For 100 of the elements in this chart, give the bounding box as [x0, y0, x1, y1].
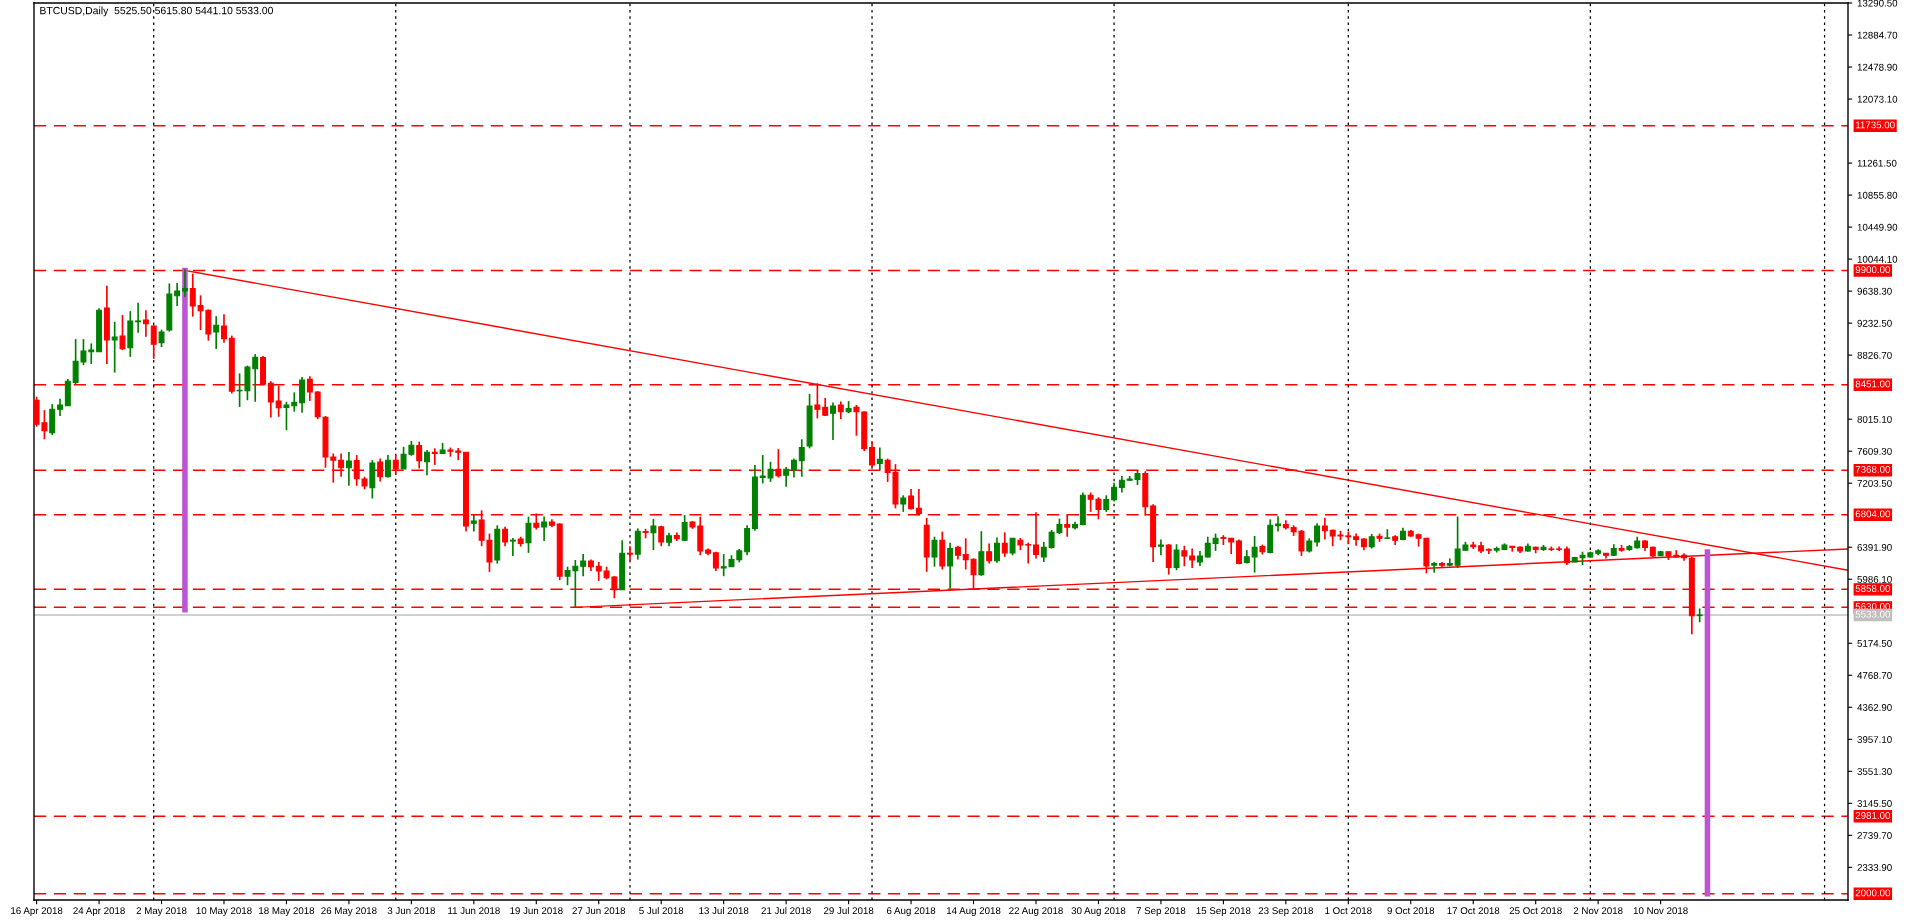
x-tick-label: 22 Aug 2018: [1009, 907, 1063, 917]
x-tick-label: 27 Jun 2018: [572, 907, 626, 915]
candlestick: [634, 527, 641, 561]
x-tick-label: 14 Aug 2018: [946, 907, 1001, 917]
x-tick-label: 7 Sep 2018: [1136, 907, 1186, 917]
x-tick-label: 10 May 2018: [196, 907, 252, 917]
ref-line-label: 6804.00: [1855, 510, 1891, 518]
y-tick-label: 9232.50: [1857, 319, 1892, 327]
y-tick-label: 7609.30: [1857, 447, 1892, 455]
candlestick: [627, 545, 633, 562]
y-tick-label: 12478.90: [1857, 63, 1898, 71]
candlestick: [1251, 535, 1258, 574]
x-tick-label: 13 Jul 2018: [699, 906, 749, 915]
y-tick-label: 5174.50: [1857, 639, 1892, 647]
candlestick: [783, 466, 790, 488]
candlestick: [541, 515, 548, 542]
x-tick-label: 2 Nov 2018: [1573, 907, 1623, 915]
y-tick-label: 10855.80: [1857, 191, 1898, 199]
ref-line-label: 2981.00: [1855, 812, 1891, 819]
candlestick: [213, 315, 220, 350]
candlestick: [580, 553, 587, 577]
candlestick: [650, 518, 657, 551]
y-tick-label: 4362.90: [1857, 704, 1892, 711]
ref-line-label: 11735.00: [1856, 121, 1895, 129]
x-tick-label: 3 Jun 2018: [387, 907, 436, 915]
candlestick: [509, 537, 516, 557]
x-tick-label: 16 Apr 2018: [11, 907, 63, 917]
y-tick-label: 3145.50: [1857, 800, 1892, 807]
candlestick: [1157, 538, 1164, 557]
candlestick: [1025, 541, 1032, 565]
candlestick: [111, 320, 118, 374]
candlestick: [49, 403, 56, 436]
candlestick: [424, 449, 430, 477]
candlestick: [345, 451, 352, 487]
candlestick: [252, 353, 259, 403]
ref-line-label: 8451.00: [1855, 380, 1891, 388]
ref-line-label: 9900.00: [1855, 266, 1891, 274]
candlestick: [1040, 541, 1047, 563]
x-tick-label: 29 Jul 2018: [823, 906, 874, 915]
candlestick: [1275, 515, 1282, 533]
candlestick: [931, 535, 938, 568]
x-tick-label: 17 Oct 2018: [1447, 907, 1500, 915]
x-tick-label: 9 Oct 2018: [1387, 907, 1435, 915]
candlestick: [790, 457, 797, 479]
candlestick: [1189, 547, 1196, 569]
ref-line-label: 5858.00: [1855, 585, 1891, 592]
candlestick: [876, 446, 883, 471]
candlestick: [174, 282, 181, 307]
x-tick-label: 25 Oct 2018: [1509, 907, 1562, 915]
candlestick: [135, 301, 142, 334]
candlestick: [830, 401, 836, 441]
candlestick: [470, 514, 477, 533]
ref-line-label: 7368.00: [1855, 465, 1891, 473]
x-tick-label: 6 Aug 2018: [886, 907, 936, 917]
y-tick-label: 6391.90: [1857, 543, 1892, 551]
y-tick-label: 5986.10: [1857, 575, 1892, 583]
y-tick-label: 13290.50: [1857, 0, 1898, 7]
x-tick-label: 21 Jul 2018: [761, 906, 811, 915]
candlestick: [221, 313, 227, 344]
candlestick: [1204, 535, 1211, 559]
candlestick: [150, 324, 157, 360]
x-tick-label: 18 May 2018: [259, 907, 315, 917]
y-tick-label: 4768.70: [1857, 672, 1892, 679]
candlestick: [869, 440, 876, 468]
candlestick: [431, 447, 438, 466]
candlestick: [1173, 543, 1180, 572]
y-tick-label: 8015.10: [1857, 415, 1892, 423]
x-tick-label: 15 Sep 2018: [1196, 907, 1251, 917]
y-tick-label: 3957.10: [1857, 736, 1892, 743]
candlestick: [384, 454, 391, 479]
y-tick-label: 10449.90: [1857, 223, 1898, 231]
candlestick: [525, 515, 532, 554]
candlestick: [978, 530, 985, 577]
x-tick-label: 1 Oct 2018: [1325, 907, 1372, 915]
candlestick: [1181, 544, 1188, 568]
x-tick-label: 26 May 2018: [321, 907, 377, 917]
candlestick: [299, 376, 306, 414]
x-tick-label: 30 Aug 2018: [1071, 907, 1126, 917]
y-tick-label: 8826.70: [1857, 351, 1892, 359]
x-tick-label: 23 Sep 2018: [1258, 907, 1313, 917]
x-tick-label: 10 Nov 2018: [1633, 907, 1688, 915]
candlestick: [1165, 543, 1172, 576]
candlestick: [908, 488, 915, 511]
y-tick-label: 9638.30: [1857, 287, 1892, 295]
candlestick: [1111, 481, 1118, 503]
candlestick: [455, 447, 462, 462]
candlestick: [1236, 538, 1242, 566]
candlestick: [502, 526, 509, 548]
candlestick: [181, 268, 188, 298]
candlestick: [798, 438, 805, 478]
y-tick-label: 7203.50: [1857, 479, 1892, 487]
x-tick-label: 5 Jul 2018: [639, 906, 684, 915]
y-tick-label: 2739.70: [1857, 832, 1892, 839]
candlestick: [681, 514, 688, 542]
candlestick: [993, 536, 1000, 564]
candlestick: [986, 542, 993, 565]
y-tick-label: 12073.10: [1857, 95, 1898, 103]
y-tick-label: 10044.10: [1857, 255, 1898, 263]
y-tick-label: 11261.50: [1857, 159, 1897, 167]
candlestick: [1314, 522, 1321, 548]
